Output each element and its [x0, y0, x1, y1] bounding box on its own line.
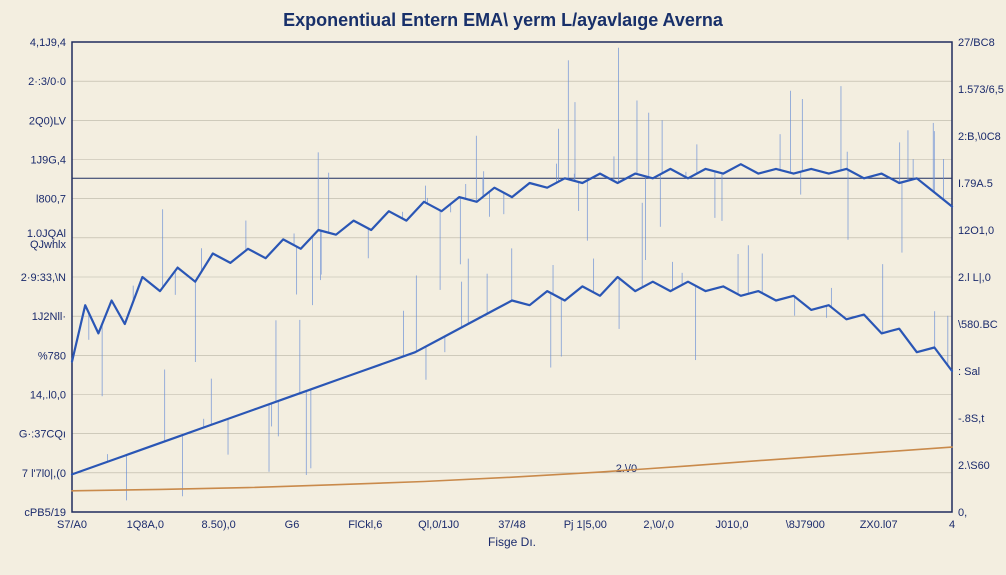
y-left-tick-label: 2·:3/0·0 — [28, 76, 66, 88]
x-tick-label: FlCkl,6 — [348, 519, 382, 531]
ema-chart: Exponentiual Entern EMA\ yerm L/ayavlaıg… — [0, 0, 1006, 575]
x-tick-label: 37/48 — [498, 519, 526, 531]
y-right-tick-label: : Sal — [958, 366, 980, 378]
y-left-tick-label: 1.0JQAlQJwhlx — [27, 228, 67, 251]
y-right-tick-label: 27/BC8 — [958, 37, 995, 49]
y-right-tick-label: 2.\S60 — [958, 460, 990, 472]
x-tick-label: 4 — [949, 519, 955, 531]
y-right-tick-label: -.8S,t — [958, 413, 984, 425]
y-right-tick-label: 1.573/6,5 — [958, 84, 1004, 96]
y-right-tick-label: 2:B,\0C8 — [958, 131, 1001, 143]
y-left-tick-label: cPB5/19 — [24, 507, 66, 519]
x-tick-label: 2,\0/,0 — [643, 519, 674, 531]
y-right-tick-label: 0, — [958, 507, 967, 519]
x-tick-label: ZX0.l07 — [860, 519, 898, 531]
y-left-tick-label: 1J9G,4 — [31, 155, 66, 167]
x-tick-label: 1Q8A,0 — [127, 519, 164, 531]
x-tick-label: G6 — [285, 519, 300, 531]
y-left-tick-label: 2·9:33,\N — [21, 272, 66, 284]
x-tick-label: 8.50),0 — [202, 519, 236, 531]
chart-svg: Exponentiual Entern EMA\ yerm L/ayavlaıg… — [0, 0, 1006, 575]
y-left-tick-label: l800,7 — [36, 194, 66, 206]
chart-title: Exponentiual Entern EMA\ yerm L/ayavlaıg… — [283, 10, 724, 30]
x-tick-label: J010,0 — [715, 519, 748, 531]
x-tick-label: S7/A0 — [57, 519, 87, 531]
x-tick-label: Pj 1|5,00 — [564, 519, 607, 531]
y-right-tick-label: \580.BC — [958, 319, 998, 331]
x-axis-title: Fisge Dı. — [488, 535, 536, 549]
x-tick-label: Ql,0/1J0 — [418, 519, 459, 531]
y-right-tick-label: 2.l L|,0 — [958, 272, 991, 284]
y-left-tick-label: 14,.l0,0 — [30, 390, 66, 402]
x-tick-label: \8J7900 — [786, 519, 825, 531]
y-left-tick-label: %780 — [38, 350, 66, 362]
y-left-tick-label: G·:37CQı — [19, 429, 66, 441]
y-right-tick-label: I.79A.5 — [958, 178, 993, 190]
y-left-tick-label: 4,1J9,4 — [30, 37, 66, 49]
y-right-tick-label: 12O1,0 — [958, 225, 994, 237]
y-left-tick-label: 1J2Nll· — [32, 311, 66, 323]
y-left-tick-label: 2Q0)LV — [29, 115, 67, 127]
y-left-tick-label: 7 l'7l0|,(0 — [22, 468, 66, 480]
